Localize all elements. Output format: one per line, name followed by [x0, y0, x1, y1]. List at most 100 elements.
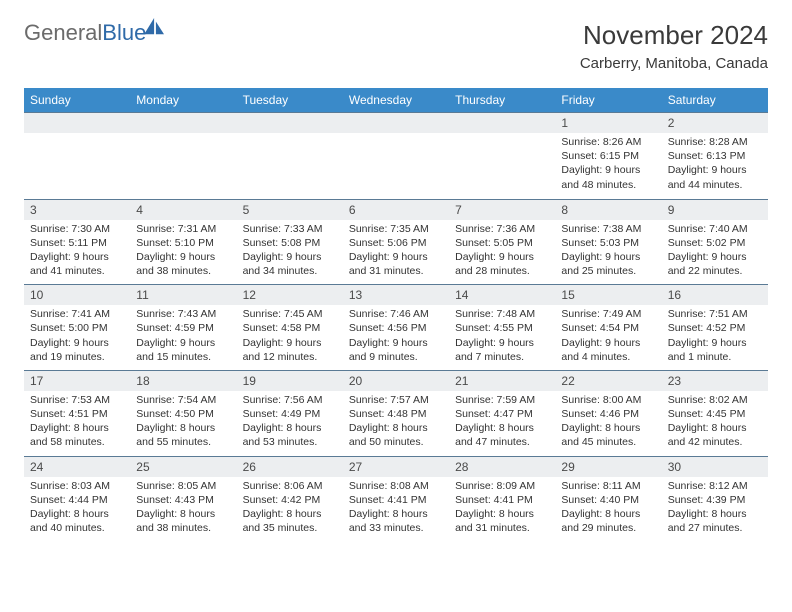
- logo-text: GeneralBlue: [24, 20, 146, 46]
- daylight-line: Daylight: 9 hours and 12 minutes.: [243, 336, 337, 364]
- daylight-line: Daylight: 8 hours and 29 minutes.: [561, 507, 655, 535]
- day-data-row: Sunrise: 7:30 AMSunset: 5:11 PMDaylight:…: [24, 220, 768, 285]
- daylight-line: Daylight: 8 hours and 38 minutes.: [136, 507, 230, 535]
- day-number-row: 12: [24, 113, 768, 134]
- day-number-cell: [130, 113, 236, 134]
- daylight-line: Daylight: 9 hours and 9 minutes.: [349, 336, 443, 364]
- month-title: November 2024: [580, 20, 768, 51]
- sunset-line: Sunset: 4:40 PM: [561, 493, 655, 507]
- sunset-line: Sunset: 4:48 PM: [349, 407, 443, 421]
- sunrise-line: Sunrise: 8:08 AM: [349, 479, 443, 493]
- weekday-header-row: Sunday Monday Tuesday Wednesday Thursday…: [24, 88, 768, 113]
- calendar-body: 12Sunrise: 8:26 AMSunset: 6:15 PMDayligh…: [24, 113, 768, 542]
- daylight-line: Daylight: 8 hours and 53 minutes.: [243, 421, 337, 449]
- sunset-line: Sunset: 4:41 PM: [349, 493, 443, 507]
- day-number-row: 24252627282930: [24, 456, 768, 477]
- sunrise-line: Sunrise: 7:59 AM: [455, 393, 549, 407]
- sunset-line: Sunset: 4:47 PM: [455, 407, 549, 421]
- weekday-header: Saturday: [662, 88, 768, 113]
- sunset-line: Sunset: 4:46 PM: [561, 407, 655, 421]
- day-number-cell: 26: [237, 456, 343, 477]
- day-data-cell: Sunrise: 7:40 AMSunset: 5:02 PMDaylight:…: [662, 220, 768, 285]
- day-number-cell: 1: [555, 113, 661, 134]
- day-data-cell: Sunrise: 7:57 AMSunset: 4:48 PMDaylight:…: [343, 391, 449, 456]
- day-number-cell: 11: [130, 285, 236, 306]
- day-number-cell: 9: [662, 199, 768, 220]
- day-number-cell: 22: [555, 370, 661, 391]
- day-data-cell: Sunrise: 8:02 AMSunset: 4:45 PMDaylight:…: [662, 391, 768, 456]
- day-data-cell: [449, 133, 555, 199]
- day-number-cell: 16: [662, 285, 768, 306]
- day-number-cell: [449, 113, 555, 134]
- sunset-line: Sunset: 5:11 PM: [30, 236, 124, 250]
- sunrise-line: Sunrise: 7:35 AM: [349, 222, 443, 236]
- sunrise-line: Sunrise: 7:51 AM: [668, 307, 762, 321]
- day-data-cell: Sunrise: 8:09 AMSunset: 4:41 PMDaylight:…: [449, 477, 555, 542]
- sunrise-line: Sunrise: 7:45 AM: [243, 307, 337, 321]
- weekday-header: Wednesday: [343, 88, 449, 113]
- sunset-line: Sunset: 4:41 PM: [455, 493, 549, 507]
- day-data-cell: Sunrise: 8:12 AMSunset: 4:39 PMDaylight:…: [662, 477, 768, 542]
- logo: GeneralBlue: [24, 20, 170, 46]
- day-number-cell: 7: [449, 199, 555, 220]
- sunrise-line: Sunrise: 7:38 AM: [561, 222, 655, 236]
- sunrise-line: Sunrise: 7:49 AM: [561, 307, 655, 321]
- daylight-line: Daylight: 9 hours and 28 minutes.: [455, 250, 549, 278]
- daylight-line: Daylight: 8 hours and 58 minutes.: [30, 421, 124, 449]
- day-data-cell: Sunrise: 7:35 AMSunset: 5:06 PMDaylight:…: [343, 220, 449, 285]
- sunrise-line: Sunrise: 8:03 AM: [30, 479, 124, 493]
- day-number-cell: 28: [449, 456, 555, 477]
- day-number-cell: 2: [662, 113, 768, 134]
- sunset-line: Sunset: 4:43 PM: [136, 493, 230, 507]
- sunset-line: Sunset: 4:51 PM: [30, 407, 124, 421]
- day-number-cell: 14: [449, 285, 555, 306]
- day-data-cell: [237, 133, 343, 199]
- sunrise-line: Sunrise: 7:48 AM: [455, 307, 549, 321]
- daylight-line: Daylight: 9 hours and 15 minutes.: [136, 336, 230, 364]
- sunrise-line: Sunrise: 8:28 AM: [668, 135, 762, 149]
- day-number-cell: 19: [237, 370, 343, 391]
- sunset-line: Sunset: 4:56 PM: [349, 321, 443, 335]
- logo-part2: Blue: [102, 20, 146, 45]
- day-number-row: 17181920212223: [24, 370, 768, 391]
- sunset-line: Sunset: 4:49 PM: [243, 407, 337, 421]
- day-data-cell: Sunrise: 8:06 AMSunset: 4:42 PMDaylight:…: [237, 477, 343, 542]
- day-data-row: Sunrise: 8:03 AMSunset: 4:44 PMDaylight:…: [24, 477, 768, 542]
- day-data-cell: Sunrise: 7:36 AMSunset: 5:05 PMDaylight:…: [449, 220, 555, 285]
- sunset-line: Sunset: 4:42 PM: [243, 493, 337, 507]
- day-data-cell: Sunrise: 7:56 AMSunset: 4:49 PMDaylight:…: [237, 391, 343, 456]
- daylight-line: Daylight: 9 hours and 25 minutes.: [561, 250, 655, 278]
- sunset-line: Sunset: 5:08 PM: [243, 236, 337, 250]
- day-data-cell: Sunrise: 7:31 AMSunset: 5:10 PMDaylight:…: [130, 220, 236, 285]
- weekday-header: Sunday: [24, 88, 130, 113]
- day-data-cell: Sunrise: 7:54 AMSunset: 4:50 PMDaylight:…: [130, 391, 236, 456]
- day-data-cell: Sunrise: 8:28 AMSunset: 6:13 PMDaylight:…: [662, 133, 768, 199]
- day-data-row: Sunrise: 7:53 AMSunset: 4:51 PMDaylight:…: [24, 391, 768, 456]
- daylight-line: Daylight: 8 hours and 45 minutes.: [561, 421, 655, 449]
- weekday-header: Tuesday: [237, 88, 343, 113]
- day-data-cell: Sunrise: 7:49 AMSunset: 4:54 PMDaylight:…: [555, 305, 661, 370]
- day-number-cell: 23: [662, 370, 768, 391]
- day-data-cell: Sunrise: 8:00 AMSunset: 4:46 PMDaylight:…: [555, 391, 661, 456]
- day-data-row: Sunrise: 7:41 AMSunset: 5:00 PMDaylight:…: [24, 305, 768, 370]
- sunset-line: Sunset: 5:06 PM: [349, 236, 443, 250]
- day-data-cell: Sunrise: 7:43 AMSunset: 4:59 PMDaylight:…: [130, 305, 236, 370]
- day-number-row: 10111213141516: [24, 285, 768, 306]
- sunset-line: Sunset: 4:45 PM: [668, 407, 762, 421]
- daylight-line: Daylight: 9 hours and 22 minutes.: [668, 250, 762, 278]
- sunrise-line: Sunrise: 7:46 AM: [349, 307, 443, 321]
- day-number-cell: 30: [662, 456, 768, 477]
- day-data-cell: Sunrise: 7:51 AMSunset: 4:52 PMDaylight:…: [662, 305, 768, 370]
- sunset-line: Sunset: 5:03 PM: [561, 236, 655, 250]
- sunrise-line: Sunrise: 7:56 AM: [243, 393, 337, 407]
- daylight-line: Daylight: 8 hours and 47 minutes.: [455, 421, 549, 449]
- daylight-line: Daylight: 9 hours and 41 minutes.: [30, 250, 124, 278]
- day-data-cell: Sunrise: 7:30 AMSunset: 5:11 PMDaylight:…: [24, 220, 130, 285]
- sunset-line: Sunset: 5:00 PM: [30, 321, 124, 335]
- sunrise-line: Sunrise: 8:26 AM: [561, 135, 655, 149]
- sunrise-line: Sunrise: 8:05 AM: [136, 479, 230, 493]
- day-data-cell: Sunrise: 8:08 AMSunset: 4:41 PMDaylight:…: [343, 477, 449, 542]
- day-data-cell: Sunrise: 8:03 AMSunset: 4:44 PMDaylight:…: [24, 477, 130, 542]
- sunset-line: Sunset: 4:54 PM: [561, 321, 655, 335]
- day-data-cell: Sunrise: 8:26 AMSunset: 6:15 PMDaylight:…: [555, 133, 661, 199]
